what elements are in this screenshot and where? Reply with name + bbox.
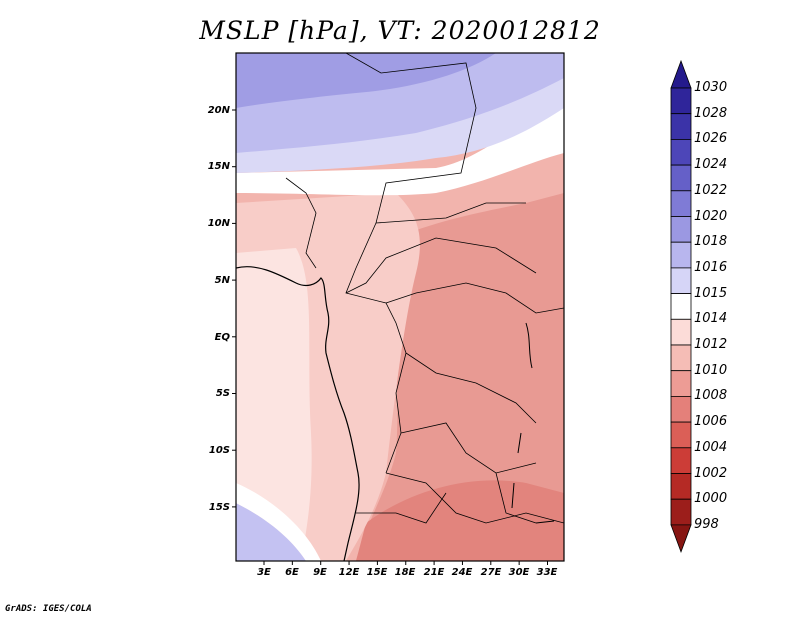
lon-label: 9E [313,567,327,578]
colorbar-label: 1002 [694,465,728,481]
colorbar-label: 1024 [694,157,728,173]
colorbar-segment [670,344,692,372]
colorbar-segment [670,87,692,115]
chart-title: MSLP [hPa], VT: 2020012812 [199,16,601,45]
pressure-field-1014b [236,93,564,196]
colorbar-label: 1006 [694,414,728,430]
credit-text: GrADS: IGES/COLA [5,604,92,614]
colorbar-segment [670,164,692,192]
country-borders [285,53,564,524]
lon-label: 21E [423,567,445,578]
map-border [235,52,565,562]
lon-label: 3E [257,567,271,578]
colorbar-segment [670,370,692,397]
lat-label: EQ [214,332,230,343]
coastline [236,266,360,561]
colorbar-segment [670,113,692,140]
colorbar-label: 1008 [694,388,728,404]
colorbar-segment [670,473,692,500]
pressure-field-1006 [356,480,564,561]
colorbar-segment [670,139,692,166]
colorbar-label: 1015 [694,285,728,301]
colorbar-label: 1004 [694,439,728,455]
lon-label: 15E [366,567,388,578]
colorbar-segment [670,241,692,269]
pressure-field-1015-south [236,483,321,561]
colorbar-label: 1030 [694,80,728,95]
colorbar-label: 1010 [694,362,728,378]
colorbar-segment [670,267,692,294]
colorbar [670,59,692,554]
colorbar-bottom-arrow [670,524,692,554]
lat-label: 10N [207,218,230,229]
colorbar-label: 1020 [694,208,728,224]
lon-label: 30E [508,567,530,578]
colorbar-segment [670,318,692,346]
lon-label: 18E [394,567,416,578]
colorbar-label: 1018 [694,234,728,250]
map-panel [236,53,564,561]
lat-label: 10S [208,445,230,456]
lat-label: 15S [208,502,230,513]
lat-ticks [232,109,236,508]
lon-label: 6E [285,567,299,578]
colorbar-label: 1026 [694,131,728,147]
colorbar-label: 998 [694,516,719,532]
lon-label: 33E [536,567,558,578]
colorbar-label: 1012 [694,337,728,352]
colorbar-segment [670,421,692,449]
colorbar-label: 1016 [694,259,728,275]
colorbar-segment [670,190,692,217]
lakes [511,322,555,524]
lon-label: 27E [480,567,502,578]
colorbar-segment [670,395,692,423]
pressure-map [236,53,564,561]
colorbar-segment [670,447,692,474]
colorbar-segment [670,216,692,243]
pressure-field-1014 [236,248,312,561]
lon-label: 24E [451,567,473,578]
colorbar-segment [670,293,692,320]
colorbar-label: 1014 [694,311,728,327]
lat-label: 15N [207,161,230,172]
lon-label: 12E [338,567,360,578]
colorbar-top-arrow [670,59,692,89]
lat-label: 20N [207,105,230,116]
colorbar-label: 1028 [694,105,728,121]
colorbar-label: 1022 [694,182,728,198]
colorbar-segment [670,498,692,526]
lat-label: 5S [215,388,230,399]
lon-ticks [263,561,548,565]
pressure-field-1016-south [236,503,306,561]
lat-label: 5N [214,275,230,286]
colorbar-label: 1000 [694,491,728,507]
